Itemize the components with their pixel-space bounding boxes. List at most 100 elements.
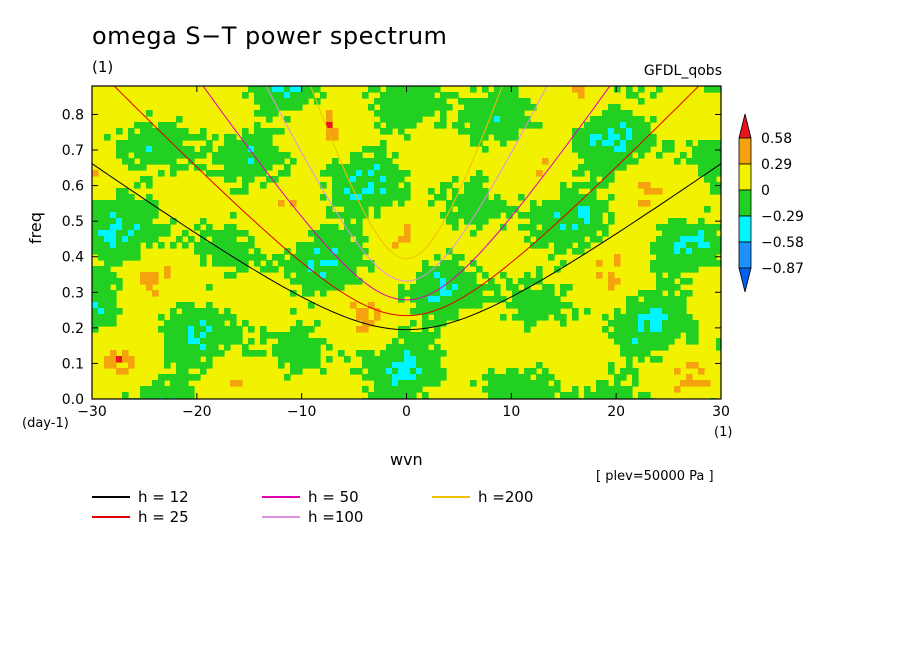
- heatmap-cell: [704, 140, 711, 147]
- heatmap-cell: [572, 212, 579, 219]
- heatmap-cell: [704, 152, 711, 159]
- heatmap-cell: [554, 206, 561, 213]
- heatmap-cell: [134, 242, 141, 249]
- heatmap-cell: [506, 110, 513, 117]
- heatmap-cell: [374, 392, 381, 399]
- heatmap-cell: [356, 182, 363, 189]
- heatmap-cell: [716, 152, 721, 159]
- heatmap-cell: [638, 338, 645, 345]
- heatmap-cell: [644, 332, 651, 339]
- heatmap-cell: [284, 152, 291, 159]
- heatmap-cell: [578, 182, 585, 189]
- heatmap-cell: [140, 152, 147, 159]
- heatmap-cell: [602, 314, 609, 321]
- heatmap-cell: [434, 98, 441, 105]
- curve-h200: [310, 86, 503, 260]
- heatmap-cell: [572, 386, 579, 393]
- heatmap-cell: [458, 302, 465, 309]
- x-tick-label: 20: [607, 404, 625, 420]
- heatmap-cell: [122, 188, 129, 195]
- heatmap-cell: [440, 278, 447, 285]
- heatmap-cell: [602, 230, 609, 237]
- heatmap-cell: [368, 266, 375, 273]
- heatmap-cell: [194, 242, 201, 249]
- heatmap-cell: [668, 296, 675, 303]
- heatmap-cell: [680, 230, 687, 237]
- heatmap-cell: [548, 236, 555, 243]
- heatmap-cell: [248, 176, 255, 183]
- heatmap-cell: [386, 92, 393, 99]
- heatmap-cell: [548, 206, 555, 213]
- heatmap-cell: [146, 176, 153, 183]
- heatmap-cell: [458, 206, 465, 213]
- heatmap-cell: [464, 218, 471, 225]
- heatmap-cell: [92, 248, 99, 255]
- heatmap-cell: [692, 380, 699, 387]
- heatmap-cell: [662, 338, 669, 345]
- heatmap-cell: [170, 374, 177, 381]
- heatmap-cell: [710, 146, 717, 153]
- heatmap-cell: [554, 212, 561, 219]
- heatmap-cell: [224, 146, 231, 153]
- heatmap-cell: [284, 356, 291, 363]
- heatmap-cell: [428, 98, 435, 105]
- heatmap-cell: [644, 140, 651, 147]
- heatmap-cell: [680, 314, 687, 321]
- heatmap-cell: [458, 296, 465, 303]
- heatmap-cell: [338, 212, 345, 219]
- heatmap-cell: [290, 332, 297, 339]
- heatmap-cell: [230, 242, 237, 249]
- heatmap-cell: [476, 182, 483, 189]
- heatmap-cell: [392, 152, 399, 159]
- heatmap-cell: [392, 164, 399, 171]
- heatmap-cell: [440, 116, 447, 123]
- heatmap-cell: [164, 362, 171, 369]
- heatmap-cell: [128, 254, 135, 261]
- heatmap-cell: [716, 260, 721, 267]
- heatmap-cell: [416, 98, 423, 105]
- heatmap-cell: [104, 206, 111, 213]
- heatmap-cell: [440, 314, 447, 321]
- heatmap-cell: [332, 254, 339, 261]
- heatmap-cell: [140, 140, 147, 147]
- heatmap-cell: [98, 296, 105, 303]
- heatmap-cell: [422, 362, 429, 369]
- heatmap-cell: [236, 164, 243, 171]
- heatmap-cell: [470, 206, 477, 213]
- heatmap-cell: [134, 164, 141, 171]
- heatmap-cell: [440, 308, 447, 315]
- heatmap-cell: [212, 326, 219, 333]
- heatmap-cell: [140, 386, 147, 393]
- heatmap-cell: [230, 176, 237, 183]
- heatmap-cell: [608, 134, 615, 141]
- y-tick-label: 0.0: [62, 392, 84, 408]
- heatmap-cell: [494, 98, 501, 105]
- heatmap-cell: [164, 332, 171, 339]
- heatmap-cell: [632, 380, 639, 387]
- heatmap-cell: [644, 290, 651, 297]
- heatmap-cell: [608, 284, 615, 291]
- heatmap-cell: [98, 314, 105, 321]
- heatmap-cell: [536, 386, 543, 393]
- heatmap-cell: [596, 146, 603, 153]
- heatmap-cell: [452, 278, 459, 285]
- heatmap-cell: [320, 266, 327, 273]
- heatmap-cell: [632, 158, 639, 165]
- heatmap-cell: [434, 104, 441, 111]
- heatmap-cell: [494, 110, 501, 117]
- heatmap-cell: [272, 254, 279, 261]
- heatmap-cell: [224, 170, 231, 177]
- heatmap-cell: [680, 254, 687, 261]
- heatmap-cell: [512, 86, 519, 93]
- heatmap-cell: [644, 344, 651, 351]
- heatmap-cell: [428, 296, 435, 303]
- heatmap-cell: [668, 302, 675, 309]
- heatmap-cell: [164, 338, 171, 345]
- heatmap-cell: [512, 104, 519, 111]
- heatmap-cell: [182, 338, 189, 345]
- heatmap-cell: [476, 122, 483, 129]
- heatmap-cell: [110, 230, 117, 237]
- heatmap-cell: [452, 176, 459, 183]
- heatmap-cell: [212, 248, 219, 255]
- heatmap-cell: [524, 104, 531, 111]
